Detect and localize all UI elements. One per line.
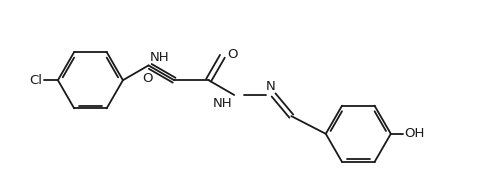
Text: O: O [142,72,152,85]
Text: Cl: Cl [29,74,42,87]
Text: NH: NH [150,52,169,64]
Text: O: O [228,48,238,61]
Text: OH: OH [404,127,425,140]
Text: N: N [266,80,276,93]
Text: NH: NH [212,97,232,110]
